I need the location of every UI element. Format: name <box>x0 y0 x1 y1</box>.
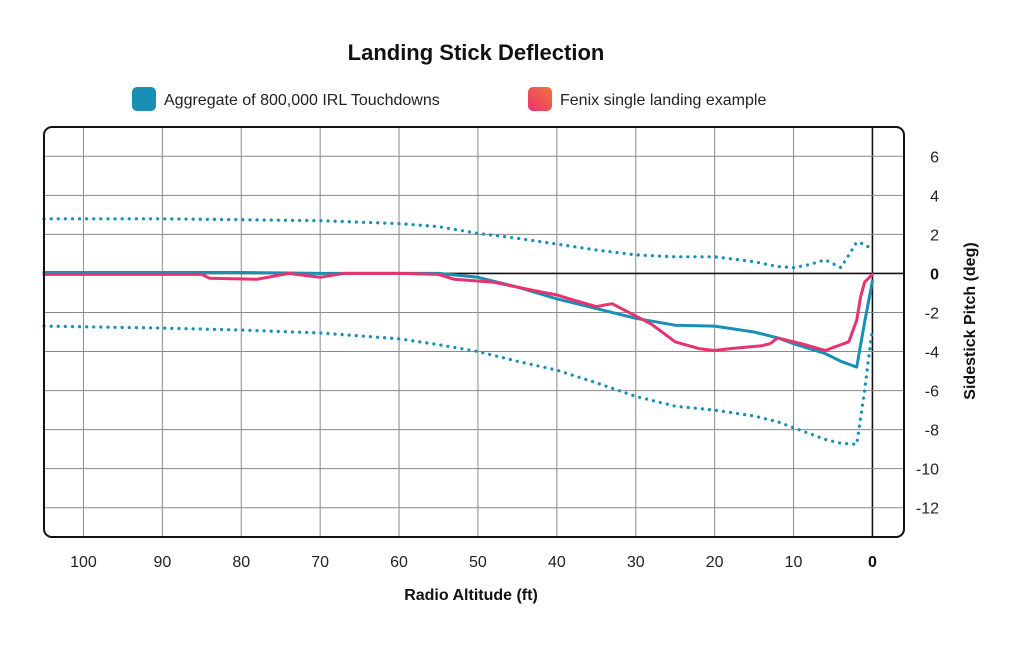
x-tick-label-10: 10 <box>785 554 803 571</box>
y-tick-label-0: 0 <box>930 266 939 283</box>
series-line-upper-band <box>42 217 874 270</box>
x-tick-label-100: 100 <box>70 554 97 571</box>
x-tick-label-60: 60 <box>390 554 408 571</box>
x-tick-label-50: 50 <box>469 554 487 571</box>
x-tick-label-70: 70 <box>311 554 329 571</box>
y-tick-label-2: 2 <box>930 227 939 244</box>
y-axis-ticks: 6 4 2 0 -2 -4 -6 -8 -10 -12 <box>916 149 939 517</box>
chart-title: Landing Stick Deflection <box>348 40 605 65</box>
x-tick-label-90: 90 <box>153 554 171 571</box>
series-line-fenix <box>42 271 874 352</box>
y-tick-label--8: -8 <box>925 423 939 440</box>
x-tick-label-40: 40 <box>548 554 566 571</box>
x-tick-label-0: 0 <box>868 554 877 571</box>
x-axis-ticks: 100 90 80 70 60 50 40 30 20 10 0 <box>70 554 877 571</box>
legend: Aggregate of 800,000 IRL Touchdowns Feni… <box>132 87 766 111</box>
x-tick-label-80: 80 <box>232 554 250 571</box>
y-tick-label-4: 4 <box>930 188 939 205</box>
series-line-lower-band <box>42 324 874 446</box>
y-tick-label-6: 6 <box>930 149 939 166</box>
y-tick-label--10: -10 <box>916 462 939 479</box>
y-tick-label--6: -6 <box>925 384 939 401</box>
plot-frame <box>43 126 905 538</box>
legend-swatch-aggregate <box>132 87 156 111</box>
legend-label-fenix: Fenix single landing example <box>560 92 766 109</box>
legend-label-aggregate: Aggregate of 800,000 IRL Touchdowns <box>164 92 440 109</box>
y-tick-label--4: -4 <box>925 345 939 362</box>
y-axis-label: Sidestick Pitch (deg) <box>962 242 979 399</box>
legend-swatch-fenix <box>528 87 552 111</box>
y-tick-label--2: -2 <box>925 305 939 322</box>
y-tick-label--12: -12 <box>916 501 939 518</box>
grid <box>44 127 904 537</box>
x-tick-label-30: 30 <box>627 554 645 571</box>
x-tick-label-20: 20 <box>706 554 724 571</box>
series-line-aggregate <box>42 271 874 369</box>
x-axis-label: Radio Altitude (ft) <box>404 587 538 604</box>
series-layer <box>42 217 874 446</box>
